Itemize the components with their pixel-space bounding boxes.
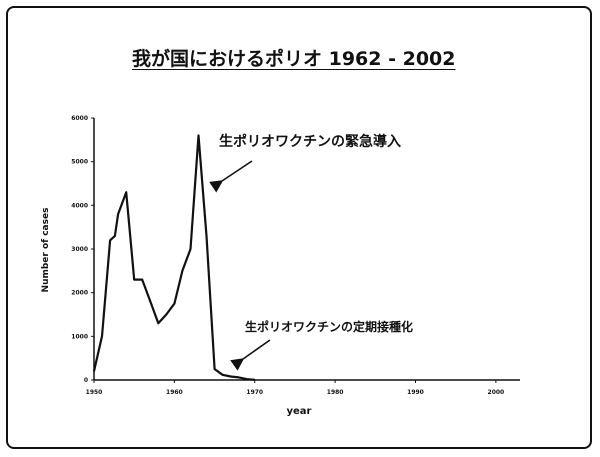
x-tick-label: 1960 xyxy=(166,389,183,396)
y-tick-label: 1000 xyxy=(71,333,88,340)
data-point xyxy=(149,300,151,302)
data-point xyxy=(129,235,131,237)
data-point xyxy=(238,376,240,378)
slide-frame xyxy=(6,6,592,449)
annotation-arrow-routine xyxy=(230,339,271,371)
data-point xyxy=(141,278,143,281)
x-tick-label: 1980 xyxy=(327,389,344,396)
data-point xyxy=(109,239,111,241)
data-point xyxy=(157,322,159,324)
annotation-routine-vaccination: 生ポリオワクチンの定期接種化 xyxy=(245,319,413,334)
annotation-emergency-introduction: 生ポリオワクチンの緊急導入 xyxy=(219,133,401,150)
data-point xyxy=(114,235,116,237)
annotation-arrow-emergency xyxy=(209,160,253,193)
data-point xyxy=(165,313,167,316)
y-tick-label: 5000 xyxy=(71,159,88,166)
data-point xyxy=(181,270,184,272)
data-point xyxy=(125,191,127,193)
data-point xyxy=(205,235,208,237)
data-point xyxy=(222,374,224,376)
x-tick-label: 1970 xyxy=(246,389,263,396)
data-point xyxy=(117,213,119,215)
x-tick-label: 1990 xyxy=(407,389,424,396)
series-line-polio-cases xyxy=(92,134,255,381)
data-point xyxy=(254,379,256,381)
data-point xyxy=(101,335,103,337)
y-tick-label: 2000 xyxy=(71,290,88,297)
data-point xyxy=(213,368,216,370)
y-tick-label: 0 xyxy=(84,377,88,384)
y-axis-label: Number of cases xyxy=(41,208,51,293)
data-point xyxy=(230,375,232,378)
data-point xyxy=(246,378,248,380)
data-point xyxy=(133,278,135,281)
x-axis-label: year xyxy=(287,406,312,417)
y-tick-label: 6000 xyxy=(71,115,88,122)
y-tick-label: 3000 xyxy=(71,246,88,253)
data-point xyxy=(173,302,175,305)
y-tick-label: 4000 xyxy=(71,202,88,209)
data-point xyxy=(93,370,95,372)
x-tick-label: 2000 xyxy=(488,389,505,396)
x-tick-label: 1950 xyxy=(86,389,103,396)
data-point xyxy=(197,134,200,137)
data-point xyxy=(189,248,192,250)
chart-title: 我が国におけるポリオ 1962 - 2002 xyxy=(132,48,456,70)
